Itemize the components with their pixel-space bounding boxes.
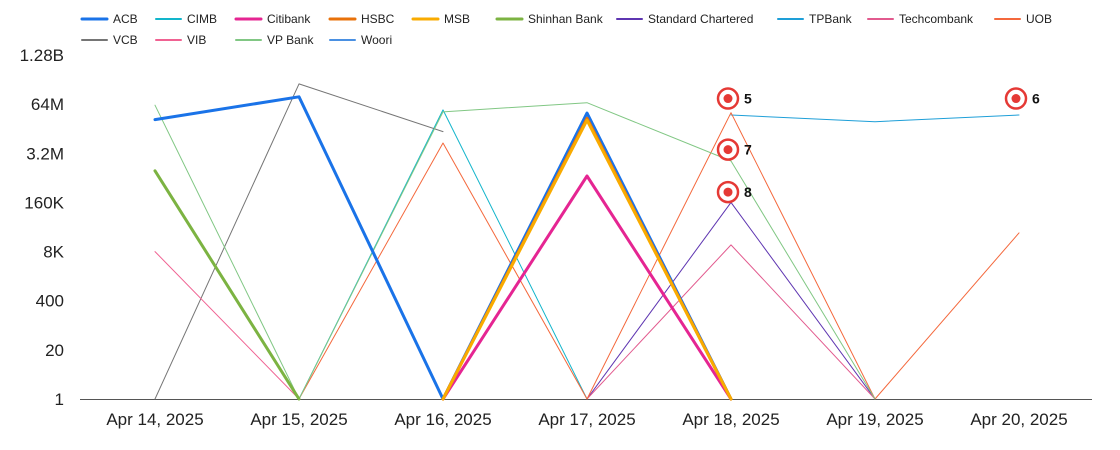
y-tick-label: 1.28B xyxy=(20,46,64,65)
y-tick-label: 400 xyxy=(36,292,64,311)
series-line-hsbc xyxy=(441,116,733,401)
legend-label: Woori xyxy=(361,33,392,47)
legend-item-techcombank[interactable]: Techcombank xyxy=(867,12,974,26)
legend-label: Citibank xyxy=(267,12,311,26)
legend-label: VCB xyxy=(113,33,138,47)
series-line-citibank xyxy=(441,174,733,401)
legend-label: UOB xyxy=(1026,12,1052,26)
x-tick-label: Apr 20, 2025 xyxy=(970,410,1067,429)
series-line-techcombank xyxy=(586,244,876,400)
series-line-cimb xyxy=(298,109,588,400)
y-axis: 1 20 400 8K 160K 3.2M 64M 1.28B xyxy=(20,46,65,409)
annotations: 5 6 7 8 xyxy=(716,87,1040,204)
y-tick-label: 160K xyxy=(24,193,64,212)
series-line-tpbank xyxy=(730,114,1020,123)
y-tick-label: 8K xyxy=(43,243,64,262)
legend-label: VP Bank xyxy=(267,33,314,47)
series-line-vp-bank xyxy=(154,102,876,400)
y-tick-label: 64M xyxy=(31,95,64,114)
x-tick-label: Apr 14, 2025 xyxy=(106,410,203,429)
legend-item-shinhan-bank[interactable]: Shinhan Bank xyxy=(495,12,604,26)
legend-item-woori[interactable]: Woori xyxy=(329,33,392,47)
annotation-marker: 8 xyxy=(716,180,752,204)
legend-label: ACB xyxy=(113,12,138,26)
legend-item-hsbc[interactable]: HSBC xyxy=(328,12,395,26)
annotation-dot xyxy=(1011,94,1021,104)
legend-item-msb[interactable]: MSB xyxy=(411,12,470,26)
legend-item-standard-chartered[interactable]: Standard Chartered xyxy=(616,12,753,26)
annotation-label: 8 xyxy=(744,184,752,200)
x-tick-label: Apr 15, 2025 xyxy=(250,410,347,429)
annotation-label: 7 xyxy=(744,142,752,158)
x-axis: Apr 14, 2025 Apr 15, 2025 Apr 16, 2025 Apr … xyxy=(80,399,1092,429)
legend-item-vib[interactable]: VIB xyxy=(155,33,206,47)
legend-label: TPBank xyxy=(809,12,853,26)
y-tick-label: 3.2M xyxy=(26,144,64,163)
y-tick-label: 1 xyxy=(55,390,64,409)
x-tick-label: Apr 17, 2025 xyxy=(538,410,635,429)
legend-label: CIMB xyxy=(187,12,217,26)
annotation-label: 6 xyxy=(1032,91,1040,107)
legend-label: Standard Chartered xyxy=(648,12,753,26)
annotation-marker: 7 xyxy=(716,138,752,161)
annotation-marker: 6 xyxy=(1004,87,1040,110)
series-line-acb xyxy=(153,95,733,401)
legend-label: Techcombank xyxy=(899,12,974,26)
legend-item-vp-bank[interactable]: VP Bank xyxy=(235,33,314,47)
annotation-label: 5 xyxy=(744,91,752,107)
legend-label: MSB xyxy=(444,12,470,26)
legend-label: HSBC xyxy=(361,12,395,26)
series-line-shinhan-bank xyxy=(153,169,301,401)
legend-item-cimb[interactable]: CIMB xyxy=(155,12,217,26)
series-line-standard-chartered xyxy=(586,201,876,400)
annotation-marker: 5 xyxy=(716,87,752,110)
annotation-dot xyxy=(723,94,733,104)
x-tick-label: Apr 18, 2025 xyxy=(682,410,779,429)
legend-label: Shinhan Bank xyxy=(528,12,604,26)
series-line-msb xyxy=(441,118,733,401)
y-tick-label: 20 xyxy=(45,341,64,360)
legend-item-tpbank[interactable]: TPBank xyxy=(777,12,853,26)
x-tick-label: Apr 19, 2025 xyxy=(826,410,923,429)
annotation-dot xyxy=(723,145,733,155)
legend-label: VIB xyxy=(187,33,206,47)
legend-item-acb[interactable]: ACB xyxy=(80,12,138,26)
legend-item-citibank[interactable]: Citibank xyxy=(234,12,311,26)
series-line-vcb xyxy=(154,83,444,400)
plot-area xyxy=(153,83,1020,401)
legend-item-vcb[interactable]: VCB xyxy=(81,33,138,47)
series-line-vib xyxy=(154,251,300,400)
legend-item-uob[interactable]: UOB xyxy=(994,12,1052,26)
legend: ACB CIMB Citibank HSBC MSB Shinhan Bank Standa… xyxy=(80,12,1052,47)
x-tick-label: Apr 16, 2025 xyxy=(394,410,491,429)
annotation-dot xyxy=(723,187,733,197)
